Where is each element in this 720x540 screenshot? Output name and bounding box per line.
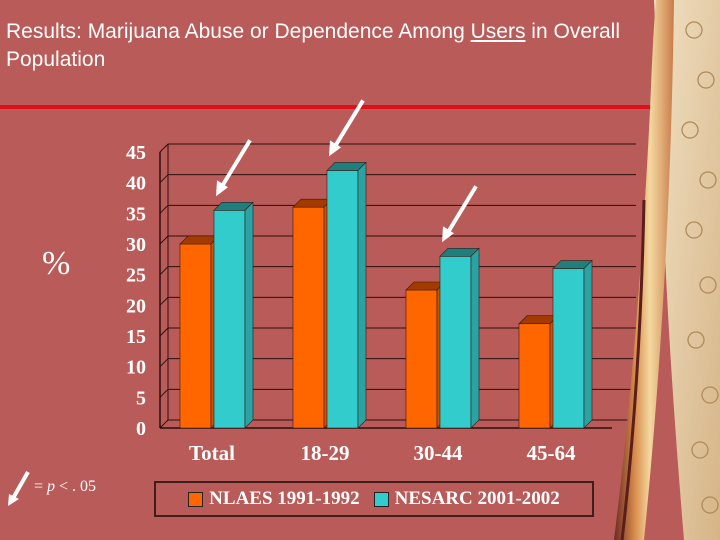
gridline-side [159, 388, 169, 398]
title-text-start: Results: Marijuana Abuse or Dependence A… [6, 20, 471, 43]
y-tick-label: 25 [126, 265, 146, 287]
slide-title: Results: Marijuana Abuse or Dependence A… [6, 18, 706, 74]
x-category-label: Total [189, 441, 235, 465]
significance-footnote: = p < . 05 [6, 468, 146, 508]
bar-side [244, 201, 254, 429]
bar [179, 243, 212, 429]
gridline-side [159, 296, 169, 306]
legend-swatch-nlaes [188, 491, 204, 507]
y-tick-label: 30 [126, 234, 146, 256]
y-tick-label: 20 [126, 295, 146, 317]
bar [552, 268, 585, 429]
legend-label-nesarc: NESARC 2001-2002 [394, 488, 560, 509]
legend-swatch-nesarc [373, 491, 389, 507]
title-text-underlined: Users [470, 20, 526, 43]
bar-side [583, 259, 593, 429]
bar [292, 206, 325, 429]
gridline-side [159, 266, 169, 276]
footnote-text: = p < . 05 [34, 478, 96, 496]
bar [326, 170, 359, 429]
bar-side [357, 161, 367, 429]
significance-arrow-icon [333, 99, 365, 148]
legend-item-nesarc: NESARC 2001-2002 [373, 488, 560, 510]
gridline-side [159, 235, 169, 245]
legend-label-nlaes: NLAES 1991-1992 [209, 488, 360, 509]
bar [405, 289, 438, 429]
chart-legend: NLAES 1991-1992 NESARC 2001-2002 [154, 481, 594, 517]
significance-arrowhead [216, 180, 228, 197]
footnote-symbol: = [34, 478, 44, 495]
y-tick-label: 35 [126, 203, 146, 225]
significance-arrow-icon [8, 471, 30, 506]
bar [439, 255, 472, 429]
y-tick-label: 15 [126, 326, 146, 348]
footnote-p: p [47, 478, 56, 495]
significance-arrowhead [329, 140, 341, 157]
footnote-threshold: < . 05 [55, 478, 97, 495]
decorative-drapery [614, 0, 720, 540]
x-category-label: 18-29 [301, 441, 350, 465]
y-tick-label: 40 [126, 173, 146, 195]
x-category-label: 30-44 [414, 441, 463, 465]
gridline-side [159, 358, 169, 368]
y-tick-label: 45 [126, 142, 146, 164]
significance-arrow-icon [446, 185, 478, 234]
y-tick-label: 0 [136, 418, 146, 440]
x-category-label: 45-64 [527, 441, 576, 465]
significance-arrowhead [442, 226, 454, 243]
significance-arrow-icon [220, 139, 252, 188]
gridline-side [159, 419, 169, 429]
y-tick-label: 10 [126, 357, 146, 379]
title-text-end: in Overall Population [6, 20, 620, 71]
gridline-side [159, 327, 169, 337]
bar-side [470, 247, 480, 429]
gridline-side [159, 143, 169, 153]
legend-item-nlaes: NLAES 1991-1992 [188, 488, 360, 510]
gridline-side [159, 204, 169, 214]
gridline-side [159, 174, 169, 184]
bar [213, 209, 246, 429]
y-tick-label: 5 [136, 387, 146, 409]
bar [518, 323, 551, 429]
y-axis-percent-label: % [42, 245, 71, 282]
